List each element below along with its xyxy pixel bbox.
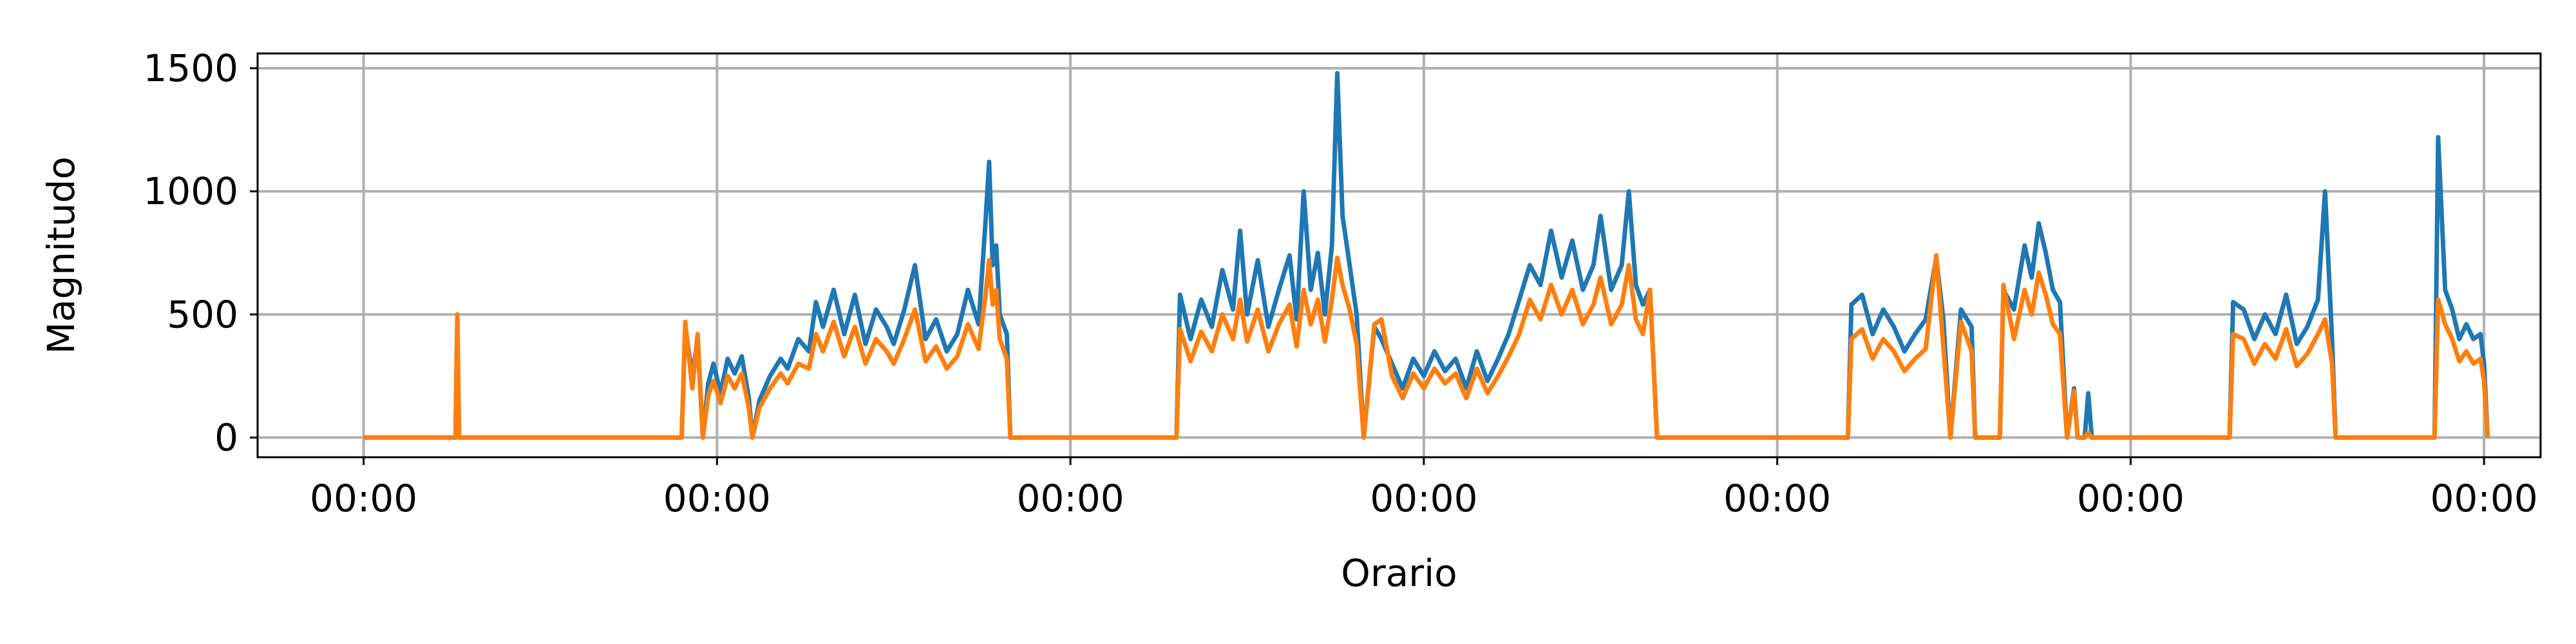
plot-frame: [256, 52, 2542, 459]
x-tick-label: 00:00: [663, 477, 771, 520]
y-tick-label: 0: [214, 415, 238, 459]
x-tick-label: 00:00: [1017, 477, 1124, 520]
axis-ticks: 00:00 00:00 00:00 00:00 00:00 00:00 00:00 0 500 1…: [143, 46, 2537, 520]
series-line-2: [363, 253, 2490, 440]
x-tick-label: 00:00: [1370, 477, 1477, 520]
x-axis-title: Orario: [1341, 551, 1457, 595]
grid-lines: [258, 53, 2541, 457]
y-axis-title: Magnitudo: [39, 156, 83, 354]
y-tick-label: 1500: [143, 46, 238, 90]
x-tick-label: 00:00: [1723, 477, 1831, 520]
y-tick-label: 1000: [143, 169, 238, 213]
series-lines: [363, 71, 2490, 440]
y-tick-label: 500: [167, 292, 238, 336]
x-tick-label: 00:00: [2430, 477, 2538, 520]
x-tick-label: 00:00: [2077, 477, 2184, 520]
x-tick-label: 00:00: [310, 477, 417, 520]
